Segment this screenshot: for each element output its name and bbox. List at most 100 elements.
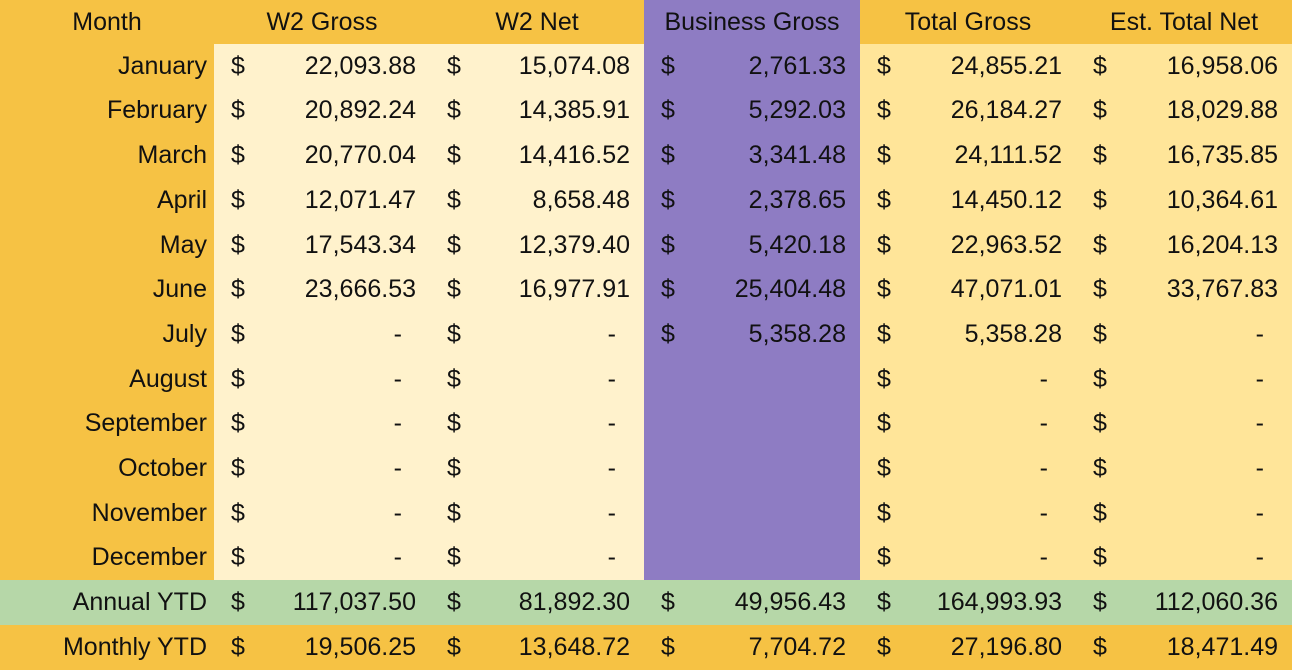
business-gross-cell[interactable]: $7,704.72 xyxy=(644,625,860,670)
w2-gross-cell[interactable]: $22,093.88 xyxy=(214,44,430,89)
est-total-net-cell[interactable]: $ - xyxy=(1076,535,1292,580)
business-gross-cell[interactable]: $5,358.28 xyxy=(644,312,860,357)
currency-symbol: $ xyxy=(1093,275,1107,303)
w2-gross-cell[interactable]: $12,071.47 xyxy=(214,178,430,223)
month-cell[interactable]: June xyxy=(0,267,214,312)
w2-gross-cell[interactable]: $117,037.50 xyxy=(214,580,430,625)
w2-net-cell[interactable]: $12,379.40 xyxy=(430,223,644,268)
total-gross-cell[interactable]: $ - xyxy=(860,446,1076,491)
est-total-net-cell[interactable]: $16,204.13 xyxy=(1076,223,1292,268)
total-gross-cell[interactable]: $26,184.27 xyxy=(860,88,1076,133)
total-gross-cell[interactable]: $164,993.93 xyxy=(860,580,1076,625)
business-gross-cell[interactable]: $2,378.65 xyxy=(644,178,860,223)
w2-gross-cell[interactable]: $20,770.04 xyxy=(214,133,430,178)
est-total-net-cell[interactable]: $ - xyxy=(1076,357,1292,402)
header-business-gross[interactable]: Business Gross xyxy=(644,0,860,45)
business-gross-cell[interactable] xyxy=(644,401,860,446)
est-total-net-cell[interactable]: $ - xyxy=(1076,491,1292,536)
business-gross-cell[interactable] xyxy=(644,535,860,580)
currency-symbol: $ xyxy=(1093,141,1107,169)
w2-gross-cell[interactable]: $17,543.34 xyxy=(214,223,430,268)
est-total-net-cell[interactable]: $ - xyxy=(1076,312,1292,357)
month-cell[interactable]: November xyxy=(0,491,214,536)
business-gross-cell[interactable]: $49,956.43 xyxy=(644,580,860,625)
total-gross-cell[interactable]: $22,963.52 xyxy=(860,223,1076,268)
currency-symbol: $ xyxy=(877,52,891,80)
total-gross-cell[interactable]: $ - xyxy=(860,357,1076,402)
business-gross-cell[interactable]: $2,761.33 xyxy=(644,44,860,89)
w2-gross-cell[interactable]: $23,666.53 xyxy=(214,267,430,312)
currency-symbol: $ xyxy=(447,365,461,393)
header-w2-gross[interactable]: W2 Gross xyxy=(214,0,430,45)
est-total-net-cell[interactable]: $112,060.36 xyxy=(1076,580,1292,625)
est-total-net-cell[interactable]: $18,029.88 xyxy=(1076,88,1292,133)
w2-gross-cell[interactable]: $ - xyxy=(214,357,430,402)
w2-gross-value: - xyxy=(393,409,402,437)
total-gross-cell[interactable]: $ - xyxy=(860,535,1076,580)
est-total-net-cell[interactable]: $10,364.61 xyxy=(1076,178,1292,223)
w2-net-cell[interactable]: $ - xyxy=(430,401,644,446)
total-gross-cell[interactable]: $ - xyxy=(860,491,1076,536)
header-total-gross[interactable]: Total Gross xyxy=(860,0,1076,45)
currency-symbol: $ xyxy=(877,186,891,214)
month-cell[interactable]: July xyxy=(0,312,214,357)
w2-gross-cell[interactable]: $19,506.25 xyxy=(214,625,430,670)
month-cell[interactable]: September xyxy=(0,401,214,446)
est-total-net-cell[interactable]: $33,767.83 xyxy=(1076,267,1292,312)
w2-net-cell[interactable]: $13,648.72 xyxy=(430,625,644,670)
business-gross-cell[interactable]: $5,292.03 xyxy=(644,88,860,133)
w2-net-cell[interactable]: $16,977.91 xyxy=(430,267,644,312)
total-gross-cell[interactable]: $ - xyxy=(860,401,1076,446)
month-cell[interactable]: December xyxy=(0,535,214,580)
w2-net-cell[interactable]: $ - xyxy=(430,535,644,580)
est-total-net-cell[interactable]: $16,735.85 xyxy=(1076,133,1292,178)
est-total-net-cell[interactable]: $ - xyxy=(1076,446,1292,491)
w2-net-cell[interactable]: $81,892.30 xyxy=(430,580,644,625)
month-cell[interactable]: January xyxy=(0,44,214,89)
business-gross-cell[interactable] xyxy=(644,491,860,536)
w2-gross-cell[interactable]: $ - xyxy=(214,401,430,446)
total-gross-cell[interactable]: $24,855.21 xyxy=(860,44,1076,89)
w2-net-value: 8,658.48 xyxy=(532,186,630,214)
w2-net-cell[interactable]: $14,385.91 xyxy=(430,88,644,133)
w2-gross-cell[interactable]: $ - xyxy=(214,491,430,536)
w2-net-cell[interactable]: $8,658.48 xyxy=(430,178,644,223)
est-total-net-cell[interactable]: $18,471.49 xyxy=(1076,625,1292,670)
month-cell[interactable]: February xyxy=(0,88,214,133)
est-total-net-cell[interactable]: $ - xyxy=(1076,401,1292,446)
w2-net-cell[interactable]: $ - xyxy=(430,312,644,357)
w2-net-cell[interactable]: $15,074.08 xyxy=(430,44,644,89)
currency-symbol: $ xyxy=(877,633,891,661)
w2-net-cell[interactable]: $ - xyxy=(430,491,644,536)
month-cell[interactable]: Annual YTD xyxy=(0,580,214,625)
total-gross-cell[interactable]: $47,071.01 xyxy=(860,267,1076,312)
total-gross-cell[interactable]: $24,111.52 xyxy=(860,133,1076,178)
business-gross-cell[interactable]: $5,420.18 xyxy=(644,223,860,268)
total-gross-cell[interactable]: $5,358.28 xyxy=(860,312,1076,357)
month-cell[interactable]: May xyxy=(0,223,214,268)
total-gross-cell[interactable]: $14,450.12 xyxy=(860,178,1076,223)
header-month[interactable]: Month xyxy=(0,0,214,45)
w2-gross-cell[interactable]: $ - xyxy=(214,535,430,580)
est-total-net-value: - xyxy=(1255,454,1264,482)
business-gross-cell[interactable]: $25,404.48 xyxy=(644,267,860,312)
business-gross-cell[interactable] xyxy=(644,446,860,491)
w2-net-cell[interactable]: $ - xyxy=(430,446,644,491)
total-gross-cell[interactable]: $27,196.80 xyxy=(860,625,1076,670)
business-gross-cell[interactable] xyxy=(644,357,860,402)
month-cell[interactable]: October xyxy=(0,446,214,491)
w2-gross-cell[interactable]: $ - xyxy=(214,446,430,491)
w2-gross-value: - xyxy=(393,365,402,393)
w2-gross-cell[interactable]: $20,892.24 xyxy=(214,88,430,133)
header-est-total-net[interactable]: Est. Total Net xyxy=(1076,0,1292,45)
est-total-net-cell[interactable]: $16,958.06 xyxy=(1076,44,1292,89)
month-cell[interactable]: Monthly YTD xyxy=(0,625,214,670)
header-w2-net[interactable]: W2 Net xyxy=(430,0,644,45)
w2-net-cell[interactable]: $ - xyxy=(430,357,644,402)
w2-gross-cell[interactable]: $ - xyxy=(214,312,430,357)
business-gross-cell[interactable]: $3,341.48 xyxy=(644,133,860,178)
month-cell[interactable]: August xyxy=(0,357,214,402)
w2-net-cell[interactable]: $14,416.52 xyxy=(430,133,644,178)
month-cell[interactable]: April xyxy=(0,178,214,223)
month-cell[interactable]: March xyxy=(0,133,214,178)
